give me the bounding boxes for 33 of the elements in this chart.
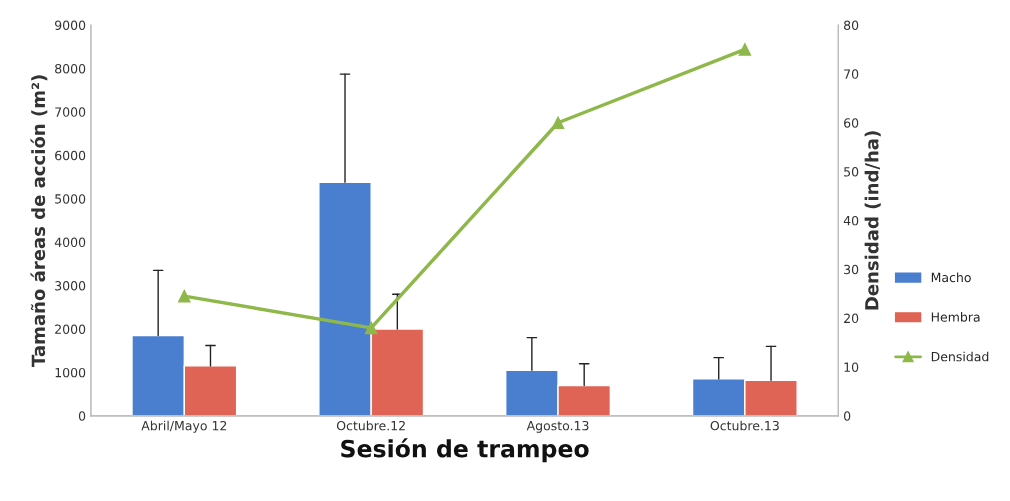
point xyxy=(178,289,191,303)
x-axis-title: Sesión de trampeo xyxy=(341,438,589,463)
y-tick-label: 1000 xyxy=(55,367,86,378)
y-tick-label: 0 xyxy=(78,411,86,421)
y-tick-label: 9000 xyxy=(55,20,86,30)
y2-tick-label: 10 xyxy=(844,362,859,372)
point xyxy=(738,43,752,56)
y-tick-label: 8000 xyxy=(55,63,86,74)
y2-tick-label: 60 xyxy=(844,118,859,128)
y2-tick-label: 30 xyxy=(844,264,859,275)
point xyxy=(364,321,378,335)
y2-tick-label: 80 xyxy=(844,20,859,30)
legend-label: Macho xyxy=(931,272,971,283)
y2-tick-label: 0 xyxy=(843,411,851,421)
y-tick-label: 4000 xyxy=(54,237,86,248)
y2-tick-label: 40 xyxy=(843,215,859,226)
y2-tick-label: 50 xyxy=(844,167,859,177)
y2-tick-label: 20 xyxy=(844,313,859,324)
legend-label: Hembra xyxy=(931,312,980,322)
y-axis-title: Tamaño áreas de acción (m²) xyxy=(30,75,48,367)
y-tick-label: 5000 xyxy=(55,194,86,204)
x-tick-label: Agosto.13 xyxy=(526,420,589,433)
y2-axis-title: Densidad (ind/ha) xyxy=(864,131,881,310)
x-tick-label: Octubre.12 xyxy=(336,420,405,431)
point xyxy=(551,116,565,129)
x-tick-label: Octubre.13 xyxy=(710,420,779,431)
y-tick-label: 7000 xyxy=(55,107,86,117)
y-tick-label: 2000 xyxy=(55,324,86,334)
y2-tick-label: 70 xyxy=(844,69,859,79)
y-tick-label: 3000 xyxy=(55,281,86,291)
y-tick-label: 6000 xyxy=(55,150,86,161)
x-tick-label: Abril/Mayo 12 xyxy=(141,420,227,433)
legend-label: Densidad xyxy=(931,351,989,362)
